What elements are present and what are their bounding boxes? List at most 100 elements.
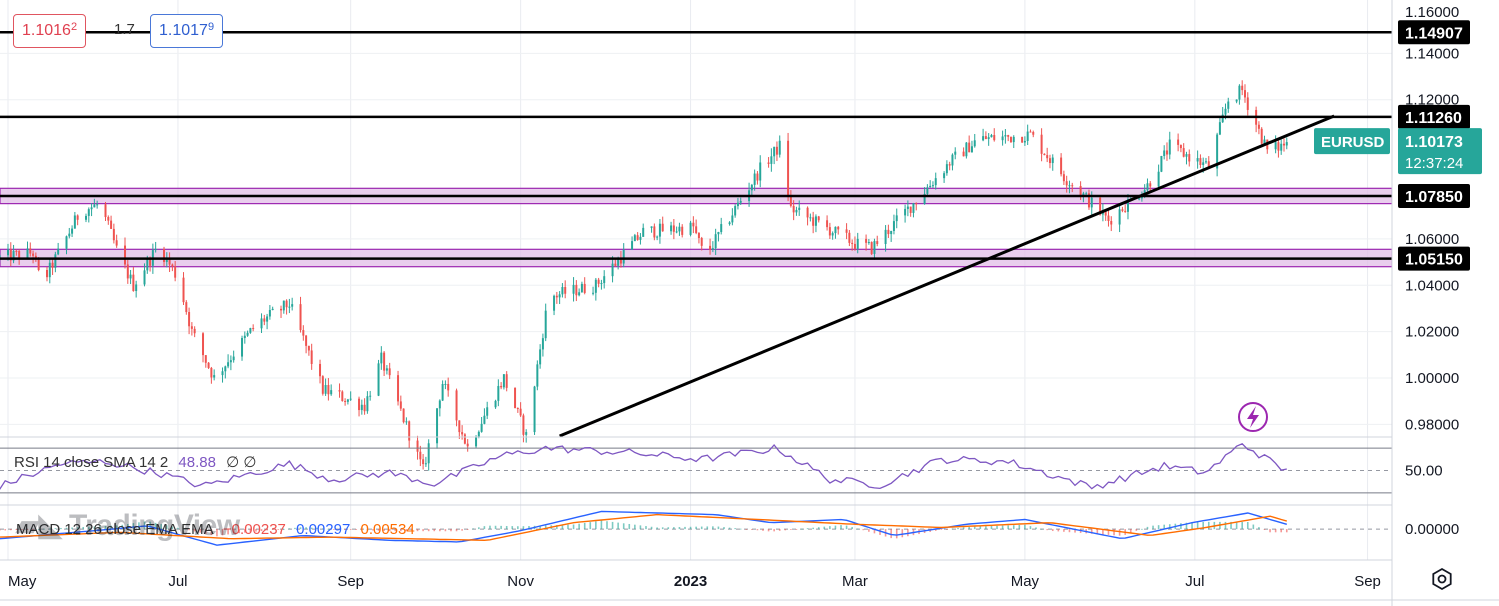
candle-body xyxy=(516,408,519,410)
level-tag-label: 1.07850 xyxy=(1405,189,1463,206)
time-tick-label: Nov xyxy=(507,573,534,590)
price-axis-bg xyxy=(1392,0,1499,606)
candle-body xyxy=(845,229,848,233)
candle-body xyxy=(338,390,341,392)
candle-body xyxy=(266,316,269,322)
macd-histogram-bar xyxy=(617,522,619,530)
candle-body xyxy=(321,376,324,394)
horizontal-levels[interactable] xyxy=(0,31,1392,260)
rsi-pane[interactable] xyxy=(0,436,1392,494)
macd-histogram-bar xyxy=(1258,527,1260,530)
candle-body xyxy=(500,385,503,388)
macd-histogram-bar xyxy=(1040,528,1043,530)
candle-body xyxy=(1121,209,1124,211)
candle-body xyxy=(366,396,369,412)
candle-body xyxy=(717,232,720,235)
macd-histogram-bar xyxy=(327,528,330,530)
macd-histogram-bar xyxy=(840,525,842,530)
candle-body xyxy=(1160,156,1163,172)
candle-body xyxy=(54,254,57,268)
macd-histogram-bar xyxy=(505,525,508,530)
candle-body xyxy=(954,151,957,155)
candle-body xyxy=(681,226,684,235)
level-tag-label: 1.11260 xyxy=(1405,110,1462,127)
macd-histogram-bar xyxy=(1118,529,1121,536)
macd-histogram-bar xyxy=(1090,529,1093,534)
candle-body xyxy=(873,241,876,254)
macd-histogram-bar xyxy=(1096,529,1099,535)
macd-histogram-bar xyxy=(767,529,770,532)
trendline[interactable] xyxy=(559,114,1335,438)
candle-body xyxy=(104,204,107,218)
candle-body xyxy=(909,206,912,213)
candle-body xyxy=(826,220,829,228)
macd-histogram-bar xyxy=(1280,529,1283,533)
macd-histogram-bar xyxy=(561,524,564,530)
macd-legend[interactable]: MACD 12 26 close EMA EMA −0.00237 0.0029… xyxy=(16,521,415,538)
macd-signal-line xyxy=(0,513,1287,542)
macd-histogram-bar xyxy=(1018,524,1021,530)
candle-body xyxy=(502,374,505,388)
candle-body xyxy=(380,352,383,364)
candle-body xyxy=(438,400,441,409)
candle-body xyxy=(1199,158,1202,165)
candle-body xyxy=(182,277,185,303)
candle-body xyxy=(0,255,1,258)
macd-histogram-bar xyxy=(400,529,402,532)
candlestick-series[interactable] xyxy=(0,80,1288,471)
candle-body xyxy=(1062,174,1065,182)
macd-histogram-bar xyxy=(1202,521,1204,530)
macd-histogram-bar xyxy=(678,527,681,530)
candle-body xyxy=(1260,128,1263,144)
macd-histogram-bar xyxy=(216,529,218,537)
time-tick-label: 2023 xyxy=(674,573,707,590)
candle-body xyxy=(728,222,731,225)
macd-histogram-bar xyxy=(416,529,419,532)
macd-histogram-bar xyxy=(255,529,257,532)
time-tick-label: May xyxy=(8,573,37,590)
candle-body xyxy=(890,230,893,235)
candle-body xyxy=(912,203,915,213)
macd-histogram-bar xyxy=(1007,525,1009,530)
candle-body xyxy=(168,257,171,265)
macd-histogram-bar xyxy=(1051,529,1054,532)
trendline-segment xyxy=(559,114,1335,438)
macd-histogram-bar xyxy=(271,529,274,530)
macd-pane[interactable] xyxy=(0,504,1392,546)
macd-histogram-bar xyxy=(1157,525,1160,530)
macd-histogram-bar xyxy=(277,529,280,530)
candle-body xyxy=(126,264,129,279)
candle-body xyxy=(1274,142,1277,150)
candle-body xyxy=(1107,215,1110,222)
candle-body xyxy=(299,304,302,331)
rsi-line xyxy=(0,443,1287,490)
candle-body xyxy=(1218,122,1221,135)
candle-body xyxy=(461,432,464,435)
candle-body xyxy=(307,345,310,351)
candle-body xyxy=(349,398,352,400)
candle-body xyxy=(736,202,739,207)
candle-body xyxy=(12,250,15,261)
macd-histogram-bar xyxy=(817,527,820,530)
macd-histogram-bar xyxy=(1152,525,1154,530)
macd-histogram-bar xyxy=(21,529,23,530)
macd-histogram-bar xyxy=(283,528,285,530)
candle-body xyxy=(812,217,815,226)
macd-histogram-bar xyxy=(634,524,636,530)
macd-histogram-bar xyxy=(639,525,642,530)
candle-body xyxy=(558,294,561,298)
candle-body xyxy=(525,432,528,435)
bid-price-box[interactable]: 1.10162 xyxy=(13,14,87,48)
macd-histogram-bar xyxy=(93,526,96,530)
candle-body xyxy=(288,306,291,308)
ask-price-box[interactable]: 1.10179 xyxy=(150,14,224,48)
candle-body xyxy=(1118,209,1121,225)
lightning-icon[interactable] xyxy=(1238,402,1268,432)
candle-body xyxy=(416,440,419,452)
candle-body xyxy=(968,142,971,153)
settings-icon[interactable] xyxy=(1430,567,1454,591)
candle-body xyxy=(592,292,595,294)
candle-body xyxy=(363,404,366,412)
rsi-legend[interactable]: RSI 14 close SMA 14 2 48.88 ∅ ∅ xyxy=(14,453,256,471)
